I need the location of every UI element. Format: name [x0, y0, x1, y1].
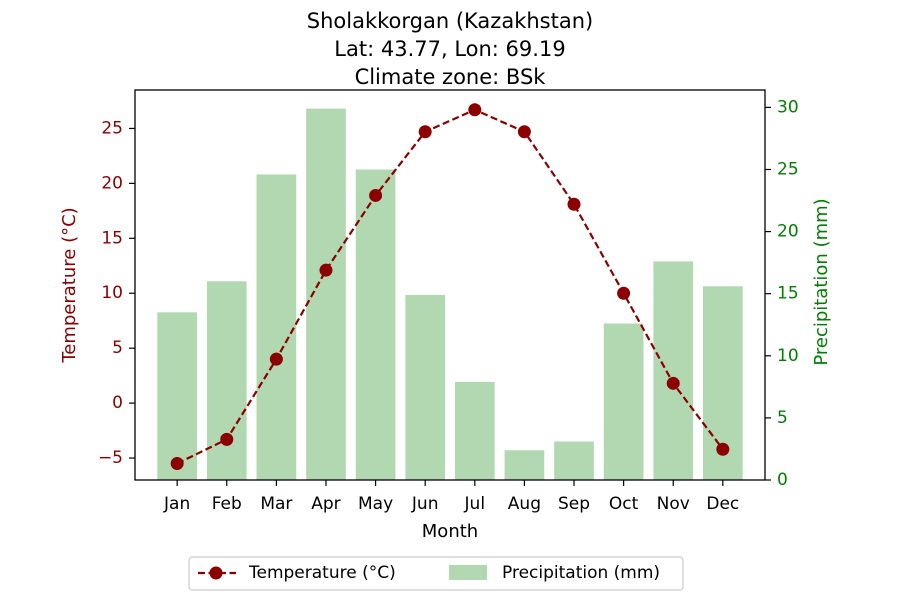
plot-frame: [134, 89, 766, 481]
x-tick-label: Mar: [260, 494, 292, 514]
x-tick-label: Jul: [464, 494, 486, 514]
left-axis-label: Temperature (°C): [59, 207, 80, 363]
right-tick-label: 30: [777, 97, 799, 117]
left-tick-label: −5: [98, 448, 123, 468]
right-axis-label: Precipitation (mm): [811, 198, 832, 365]
x-tick-label: Feb: [212, 494, 242, 514]
right-tick-label: 0: [777, 470, 788, 490]
title-line: Climate zone: BSk: [355, 65, 547, 89]
left-tick-label: 20: [101, 173, 123, 193]
precipitation-bar: [256, 174, 297, 480]
legend-bar-swatch: [449, 565, 487, 580]
precipitation-bar: [504, 450, 545, 480]
temperature-line-path: [176, 108, 724, 465]
x-tick-label: Nov: [657, 494, 690, 514]
legend-label-precipitation: Precipitation (mm): [502, 563, 660, 583]
legend-marker-swatch: [209, 566, 223, 580]
precipitation-bar: [653, 261, 694, 480]
chart-title: Sholakkorgan (Kazakhstan) Lat: 43.77, Lon…: [307, 9, 593, 89]
right-tick-label: 15: [777, 284, 799, 304]
temperature-line: [170, 103, 730, 471]
temperature-point: [468, 103, 482, 117]
right-y-axis: 0 5 10 15 20 25 30: [765, 97, 799, 490]
precipitation-bar: [355, 169, 396, 480]
temperature-point: [617, 286, 631, 300]
x-tick-label: Oct: [609, 494, 639, 514]
right-tick-label: 5: [777, 408, 788, 428]
left-tick-label: 10: [101, 283, 123, 303]
x-tick-label: Jun: [411, 494, 439, 514]
x-axis: Jan Feb Mar Apr May Jun Jul Aug Sep Oct Nov Dec: [163, 480, 739, 514]
x-tick-label: Dec: [706, 494, 739, 514]
precipitation-bar: [405, 294, 446, 480]
left-tick-label: 5: [112, 338, 123, 358]
legend: Temperature (°C) Precipitation (mm): [188, 556, 684, 591]
temperature-point: [170, 457, 184, 471]
left-tick-label: 25: [101, 118, 123, 138]
x-tick-label: May: [358, 494, 393, 514]
precipitation-bar: [157, 312, 198, 480]
precipitation-bar: [206, 281, 247, 480]
x-tick-label: Apr: [311, 494, 340, 514]
legend-label-temperature: Temperature (°C): [248, 563, 396, 583]
x-axis-label: Month: [422, 521, 478, 542]
precipitation-bars: [157, 108, 743, 481]
left-y-axis: −5 0 5 10 15 20 25: [98, 118, 135, 468]
temperature-point: [716, 442, 730, 456]
left-tick-label: 0: [112, 393, 123, 413]
x-tick-label: Jan: [163, 494, 190, 514]
title-line: Lat: 43.77, Lon: 69.19: [334, 37, 565, 61]
precipitation-bar: [603, 323, 644, 480]
right-tick-label: 10: [777, 346, 799, 366]
right-tick-label: 20: [777, 222, 799, 242]
temperature-point: [319, 263, 333, 277]
precipitation-bar: [454, 381, 495, 480]
temperature-point: [269, 352, 283, 366]
title-line: Sholakkorgan (Kazakhstan): [307, 9, 593, 33]
temperature-point: [418, 125, 432, 139]
temperature-point: [517, 125, 531, 139]
right-tick-label: 25: [777, 159, 799, 179]
left-tick-label: 15: [101, 228, 123, 248]
x-tick-label: Aug: [508, 494, 541, 514]
precipitation-bar: [554, 441, 594, 480]
temperature-point: [220, 432, 234, 446]
temperature-point: [666, 376, 680, 390]
legend-box: [188, 556, 684, 591]
temperature-point: [567, 197, 581, 211]
temperature-point: [369, 188, 383, 202]
x-tick-label: Sep: [558, 494, 590, 514]
